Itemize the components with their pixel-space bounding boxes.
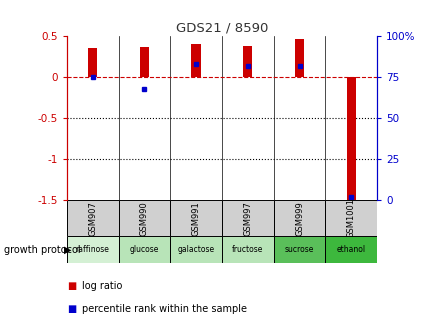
Text: GSM990: GSM990 (140, 201, 148, 236)
Text: fructose: fructose (232, 245, 263, 254)
Text: ethanol: ethanol (336, 245, 365, 254)
Bar (325, 236, 376, 263)
Text: ■: ■ (67, 281, 76, 291)
Bar (294, 39, 304, 77)
Bar (325, 200, 376, 236)
Text: log ratio: log ratio (82, 281, 122, 291)
Bar (273, 236, 325, 263)
Bar (139, 47, 149, 77)
Text: glucose: glucose (129, 245, 159, 254)
Bar (67, 236, 118, 263)
Bar (67, 200, 118, 236)
Bar (191, 44, 200, 77)
Title: GDS21 / 8590: GDS21 / 8590 (175, 22, 267, 35)
Text: GSM907: GSM907 (88, 201, 97, 236)
Bar (118, 200, 170, 236)
Text: raffinose: raffinose (76, 245, 109, 254)
Text: sucrose: sucrose (284, 245, 313, 254)
Bar (170, 236, 221, 263)
Text: ▶: ▶ (64, 245, 71, 255)
Bar (273, 200, 325, 236)
Text: GSM997: GSM997 (243, 201, 252, 236)
Text: GSM999: GSM999 (295, 201, 303, 236)
Text: GSM991: GSM991 (191, 201, 200, 236)
Bar (88, 48, 97, 77)
Text: galactose: galactose (177, 245, 214, 254)
Text: percentile rank within the sample: percentile rank within the sample (82, 304, 246, 314)
Bar (221, 236, 273, 263)
Bar (346, 77, 355, 205)
Bar (243, 46, 252, 77)
Bar (170, 200, 221, 236)
Text: GSM1001: GSM1001 (346, 198, 355, 238)
Bar (221, 200, 273, 236)
Bar (118, 236, 170, 263)
Text: ■: ■ (67, 304, 76, 314)
Text: growth protocol: growth protocol (4, 245, 81, 255)
